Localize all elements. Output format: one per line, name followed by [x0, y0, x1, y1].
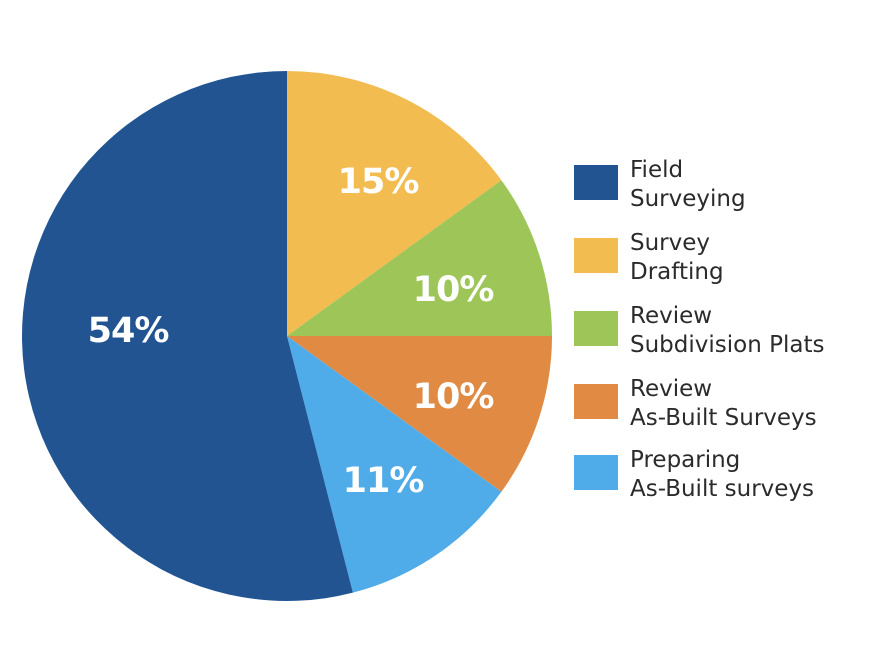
legend-label-line1: Survey	[630, 230, 711, 256]
legend-label-line2: As-Built surveys	[630, 476, 815, 502]
legend-label-line1: Preparing	[630, 447, 741, 473]
legend-swatch	[574, 311, 618, 346]
legend-label-line2: As-Built Surveys	[630, 405, 817, 431]
pie-slice-survey-drafting	[287, 71, 502, 336]
legend-swatch	[574, 238, 618, 273]
pie-slice-field-surveying	[22, 71, 353, 601]
legend-label-line2: Surveying	[630, 186, 746, 212]
legend-label-line1: Review	[630, 303, 713, 329]
legend-swatch	[574, 165, 618, 200]
pie-slice-review-subdivision-plats	[287, 180, 552, 336]
slice-percent-label: 11%	[342, 461, 425, 501]
legend-label-line2: Subdivision Plats	[630, 332, 825, 358]
slice-percent-label: 54%	[87, 311, 170, 351]
legend-label-line1: Field	[630, 157, 684, 183]
legend-swatch	[574, 384, 618, 419]
pie-slice-review-as-built-surveys	[287, 336, 552, 492]
slice-percent-label: 10%	[412, 377, 495, 417]
slice-percent-label: 10%	[412, 270, 495, 310]
legend-label-line1: Review	[630, 376, 713, 402]
slice-percent-label: 15%	[337, 162, 420, 202]
legend-label-line2: Drafting	[630, 259, 724, 285]
legend-swatch	[574, 455, 618, 490]
pie-slice-preparing-as-built-surveys	[287, 336, 502, 593]
